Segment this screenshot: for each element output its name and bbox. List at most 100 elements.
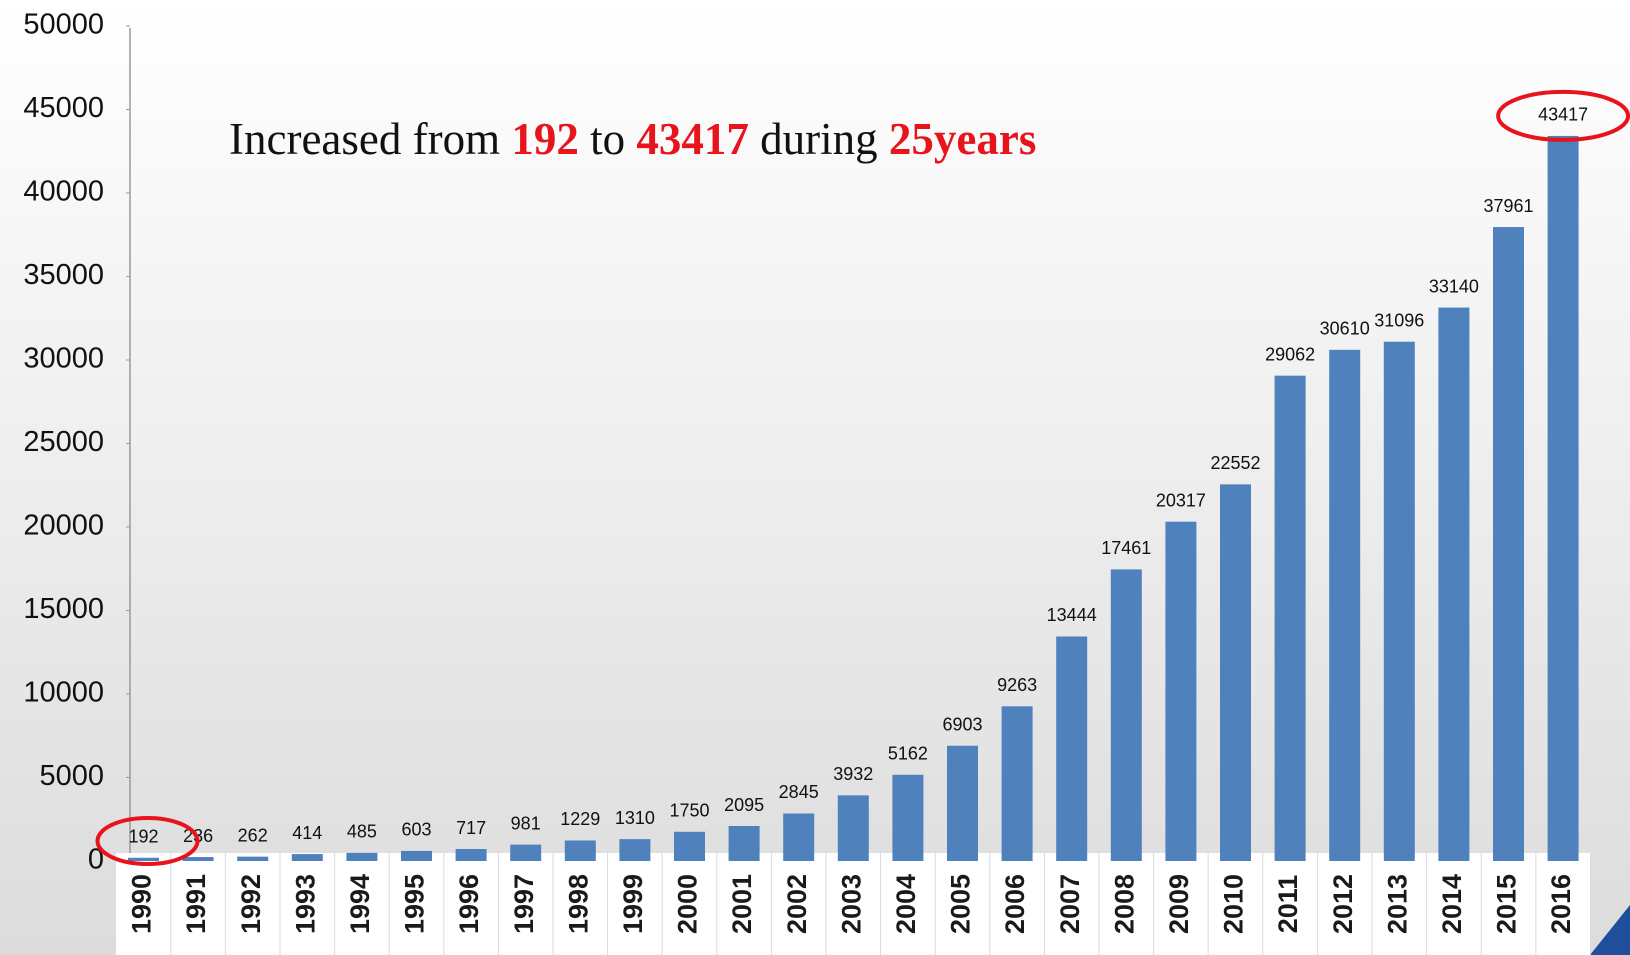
value-label: 31096 (1374, 310, 1424, 330)
x-tick-label: 1990 (127, 874, 157, 934)
annotation-part: 25years (889, 114, 1036, 164)
bar (674, 831, 705, 861)
y-tick-label: 45000 (23, 92, 104, 124)
y-tick-label: 10000 (23, 677, 104, 709)
x-tick-label: 2006 (1000, 874, 1030, 934)
value-label: 13444 (1047, 605, 1097, 625)
bar (1056, 636, 1088, 861)
x-tick-label: 1999 (618, 874, 648, 934)
x-tick-label: 1996 (454, 874, 484, 934)
bar (510, 844, 542, 861)
bar (619, 839, 651, 861)
x-tick-label: 1991 (181, 874, 211, 934)
y-tick-label: 25000 (23, 426, 104, 458)
x-tick-label: 2013 (1382, 874, 1412, 934)
x-tick-label: 2015 (1492, 874, 1522, 934)
x-tick-label: 1992 (236, 874, 266, 934)
y-tick-label: 30000 (23, 343, 104, 375)
x-tick-label: 1993 (290, 874, 320, 934)
bar (237, 856, 269, 861)
x-tick-label: 2001 (727, 874, 757, 934)
bar (783, 813, 815, 861)
y-tick-label: 0 (88, 844, 104, 876)
highlight-circle (1496, 89, 1630, 142)
value-label: 1229 (560, 809, 600, 829)
y-tick-label: 40000 (23, 176, 104, 208)
bar (1438, 307, 1470, 861)
x-tick-label: 1997 (509, 874, 539, 934)
x-tick-label: 2011 (1273, 875, 1303, 934)
x-tick-label: 2002 (782, 874, 812, 934)
value-label: 20317 (1156, 490, 1206, 510)
value-label: 1750 (669, 801, 709, 821)
value-label: 5162 (888, 744, 928, 764)
y-tick-label: 15000 (23, 593, 104, 625)
x-tick-label: 2012 (1328, 874, 1358, 934)
bar (291, 854, 323, 861)
value-label: 2845 (779, 782, 819, 802)
x-tick-label: 1995 (400, 874, 430, 934)
value-label: 29062 (1265, 344, 1315, 364)
bar (947, 745, 978, 861)
y-tick-label: 5000 (39, 760, 104, 792)
x-tick-label: 2009 (1164, 874, 1194, 934)
x-tick-label: 2008 (1109, 874, 1139, 934)
annotation-part: 43417 (636, 114, 749, 164)
x-tick-label: 2014 (1437, 874, 1467, 934)
bar (728, 826, 760, 861)
x-tick-label: 2004 (891, 874, 921, 934)
y-tick-label: 20000 (23, 510, 104, 542)
annotation-part: 192 (511, 114, 579, 164)
x-tick-label: 2007 (1055, 874, 1085, 934)
x-tick-label: 2016 (1546, 874, 1576, 934)
value-label: 1310 (615, 808, 655, 828)
annotation-part: Increased from (229, 114, 511, 164)
bar (1220, 484, 1251, 861)
corner-decoration (1590, 905, 1630, 955)
value-label: 414 (292, 823, 322, 843)
x-tick-label: 2010 (1219, 874, 1249, 934)
value-label: 2095 (724, 795, 764, 815)
value-label: 22552 (1210, 453, 1260, 473)
x-tick-label: 1998 (563, 874, 593, 934)
annotation-part: to (579, 114, 637, 164)
value-label: 262 (238, 825, 268, 845)
annotation: Increased from 192 to 43417 during 25yea… (229, 114, 1036, 164)
x-tick-label: 2003 (836, 874, 866, 934)
bar (346, 852, 378, 861)
value-label: 603 (401, 820, 431, 840)
value-label: 17461 (1101, 538, 1151, 558)
value-label: 30610 (1320, 319, 1370, 339)
value-label: 192 (128, 827, 158, 847)
bar (1547, 135, 1579, 861)
highlight-circle (95, 816, 200, 866)
bar (564, 840, 596, 861)
y-tick-label: 35000 (23, 259, 104, 291)
y-tick-label: 50000 (23, 9, 104, 41)
x-tick-label: 2000 (673, 874, 703, 934)
bar (128, 857, 159, 861)
x-tick-label: 1994 (345, 874, 375, 934)
category-strip (116, 853, 1590, 955)
value-label: 37961 (1483, 196, 1533, 216)
value-label: 485 (347, 822, 377, 842)
value-label: 6903 (942, 714, 982, 734)
bar (182, 857, 214, 861)
value-label: 717 (456, 818, 486, 838)
bar (1329, 349, 1361, 861)
value-label: 3932 (833, 764, 873, 784)
bar (1493, 227, 1524, 862)
value-label: 43417 (1538, 105, 1588, 125)
annotation-part: during (749, 114, 889, 164)
bar (1001, 706, 1033, 861)
bar (1383, 341, 1415, 862)
x-tick-label: 2005 (946, 874, 976, 934)
bar (837, 795, 869, 861)
value-label: 9263 (997, 675, 1037, 695)
bar (401, 850, 432, 861)
bar (1110, 569, 1142, 861)
value-label: 33140 (1429, 276, 1479, 296)
bar (892, 774, 924, 861)
value-label: 981 (511, 813, 541, 833)
